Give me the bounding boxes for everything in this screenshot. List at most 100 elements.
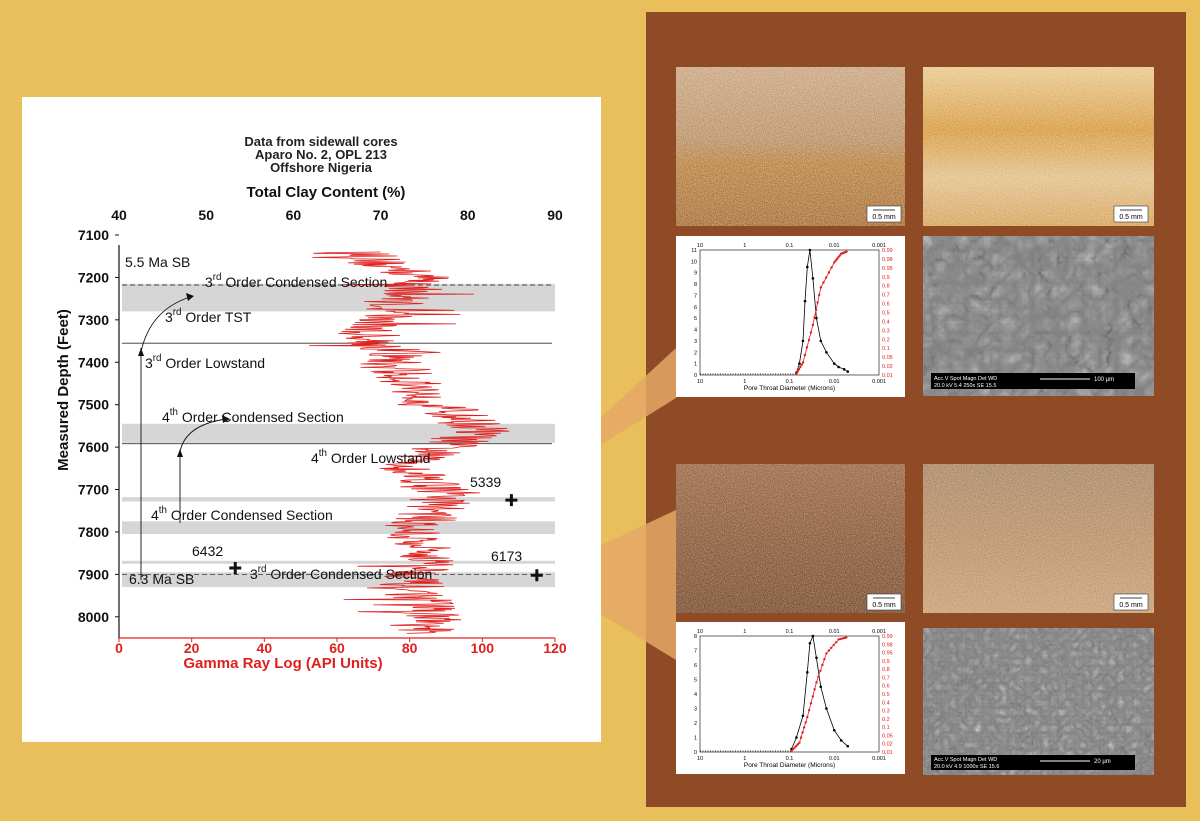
sem-scale-1: 100 µm: [1094, 377, 1114, 383]
y-tick-label-7600: 7600: [78, 439, 109, 455]
psd-cumulative-point: [791, 748, 795, 751]
psd-right-tick-2: 0.05: [882, 733, 893, 739]
annotation-lowstand3: 3rd Order Lowstand: [145, 353, 265, 371]
psd-incremental-point: [839, 739, 843, 742]
y-tick-label-8000: 8000: [78, 609, 109, 625]
psd-cumulative-point: [801, 361, 805, 364]
sem-scale-2: 20 µm: [1094, 759, 1111, 765]
psd-cumulative-point: [832, 643, 835, 647]
annotation-cs3_top: 3rd Order Condensed Section: [205, 272, 387, 290]
psd-cumulative-point: [824, 276, 828, 279]
thin-section-2b[interactable]: [923, 464, 1154, 613]
psd-cumulative-point: [807, 709, 811, 712]
sample-label-6173: 6173: [491, 548, 522, 564]
psd-left-tick-1: 1: [694, 736, 697, 742]
psd-left-tick-1: 1: [694, 362, 697, 368]
psd-bottom-tick-1: 1: [743, 379, 746, 385]
psd-left-tick-8: 8: [694, 634, 697, 640]
top-axis-title: Total Clay Content (%): [247, 184, 406, 201]
x-top-tick-label-60: 60: [286, 207, 302, 223]
psd-cumulative-point: [807, 338, 811, 342]
sample-marker-6432[interactable]: [229, 562, 242, 575]
psd-cumulative-point: [837, 638, 840, 641]
psd-top-tick-4: 0.001: [872, 243, 886, 249]
sequence-annotations: 5.5 Ma SB 3rd Order Condensed Section 3rd …: [125, 254, 432, 587]
sem-image-1[interactable]: Acc.V Spot Magn Det WD 20.0 kV 5.4 250x …: [923, 236, 1154, 396]
psd-cumulative-point: [797, 368, 801, 371]
psd-top-tick-4: 0.001: [872, 629, 886, 635]
psd-incremental-point: [846, 744, 850, 748]
thin-section-1a[interactable]: [676, 67, 905, 226]
psd-cumulative-point: [835, 257, 839, 261]
pore-throat-chart-1: 1010110.10.10.010.010.0010.0010123456789…: [676, 236, 905, 397]
psd-cumulative-point: [795, 744, 798, 748]
psd-cumulative-point: [811, 323, 815, 327]
psd-left-tick-7: 7: [694, 649, 697, 655]
sample-label-6432: 6432: [192, 543, 223, 559]
psd-bottom-tick-3: 0.01: [829, 379, 840, 385]
psd-left-tick-3: 3: [694, 707, 697, 713]
psd-cumulative-point: [845, 250, 848, 253]
psd-cumulative-point: [796, 743, 800, 746]
psd-left-tick-8: 8: [694, 282, 697, 288]
sample-marker-5339[interactable]: [505, 494, 518, 507]
psd-left-tick-6: 6: [694, 663, 697, 669]
thin-section-1b[interactable]: [923, 67, 1154, 226]
psd-top-tick-3: 0.01: [829, 629, 840, 635]
psd-cumulative-point: [809, 331, 813, 334]
psd-incremental-point: [801, 339, 805, 343]
thin-section-2a[interactable]: [676, 464, 905, 613]
psd-cumulative-point: [811, 695, 814, 698]
psd-incremental-point: [832, 728, 836, 732]
x-bottom-tick-label-100: 100: [471, 640, 495, 656]
sample-1-images: Acc.V Spot Magn Det WD 20.0 kV 5.4 250x …: [676, 67, 1154, 396]
psd-cumulative-point: [806, 716, 809, 719]
psd-left-tick-0: 0: [694, 373, 697, 379]
psd-bottom-tick-4: 0.001: [872, 379, 886, 385]
x-bottom-tick-label-40: 40: [257, 640, 273, 656]
psd-right-tick-8: 0.6: [882, 684, 890, 690]
psd-cumulative-point: [830, 646, 833, 650]
psd-cumulative-point: [837, 256, 840, 259]
psd-cumulative-point: [833, 261, 836, 264]
annotation-tst3: 3rd Order TST: [165, 307, 252, 325]
psd-incremental-point: [806, 670, 809, 674]
psd-incremental-curve: [791, 634, 848, 750]
psd-left-tick-11: 11: [691, 248, 697, 254]
psd-bottom-tick-3: 0.01: [829, 756, 840, 762]
psd-right-tick-1: 0.02: [882, 364, 893, 370]
psd-left-tick-5: 5: [694, 678, 697, 684]
psd-incremental-point: [819, 339, 823, 343]
psd-incremental-point: [825, 707, 828, 710]
x-top-tick-label-40: 40: [111, 207, 127, 223]
svg-text:0.5 mm: 0.5 mm: [1119, 214, 1143, 221]
scale-bar-1a: 0.5 mm: [866, 205, 902, 223]
psd-right-tick-5: 0.3: [882, 709, 890, 715]
psd-cumulative-point: [805, 346, 809, 349]
psd-incremental-point: [825, 350, 828, 354]
psd-right-tick-2: 0.05: [882, 355, 893, 361]
psd-right-tick-10: 0.8: [882, 284, 890, 290]
psd-incremental-point: [808, 248, 812, 252]
bottom-axis-title: Gamma Ray Log (API Units): [183, 655, 382, 672]
psd-cumulative-point: [799, 365, 802, 369]
sample-marker-6173[interactable]: [530, 569, 543, 582]
x-top-tick-label-50: 50: [198, 207, 214, 223]
x-top-tick-label-80: 80: [460, 207, 476, 223]
scale-bar-2b: 0.5 mm: [1113, 593, 1149, 611]
psd-right-tick-11: 0.9: [882, 659, 890, 665]
psd-cumulative-point: [841, 637, 844, 640]
x-bottom-tick-label-120: 120: [543, 640, 567, 656]
band-5: [122, 572, 555, 588]
psd-incremental-point: [795, 736, 798, 739]
psd-cumulative-point: [821, 663, 824, 667]
x-bottom-tick-label-0: 0: [115, 640, 123, 656]
sem-image-2[interactable]: Acc.V Spot Magn Det WD 20.0 kV 4.9 1000x…: [923, 628, 1154, 775]
psd-right-tick-4: 0.2: [882, 717, 890, 723]
psd-top-tick-2: 0.1: [786, 243, 794, 249]
psd-cumulative-point: [799, 736, 803, 739]
annotation-cs4_a: 4th Order Condensed Section: [162, 407, 344, 425]
psd-cumulative-point: [802, 726, 806, 729]
psd-cumulative-point: [809, 702, 813, 705]
connector-sample-2: [536, 510, 676, 660]
